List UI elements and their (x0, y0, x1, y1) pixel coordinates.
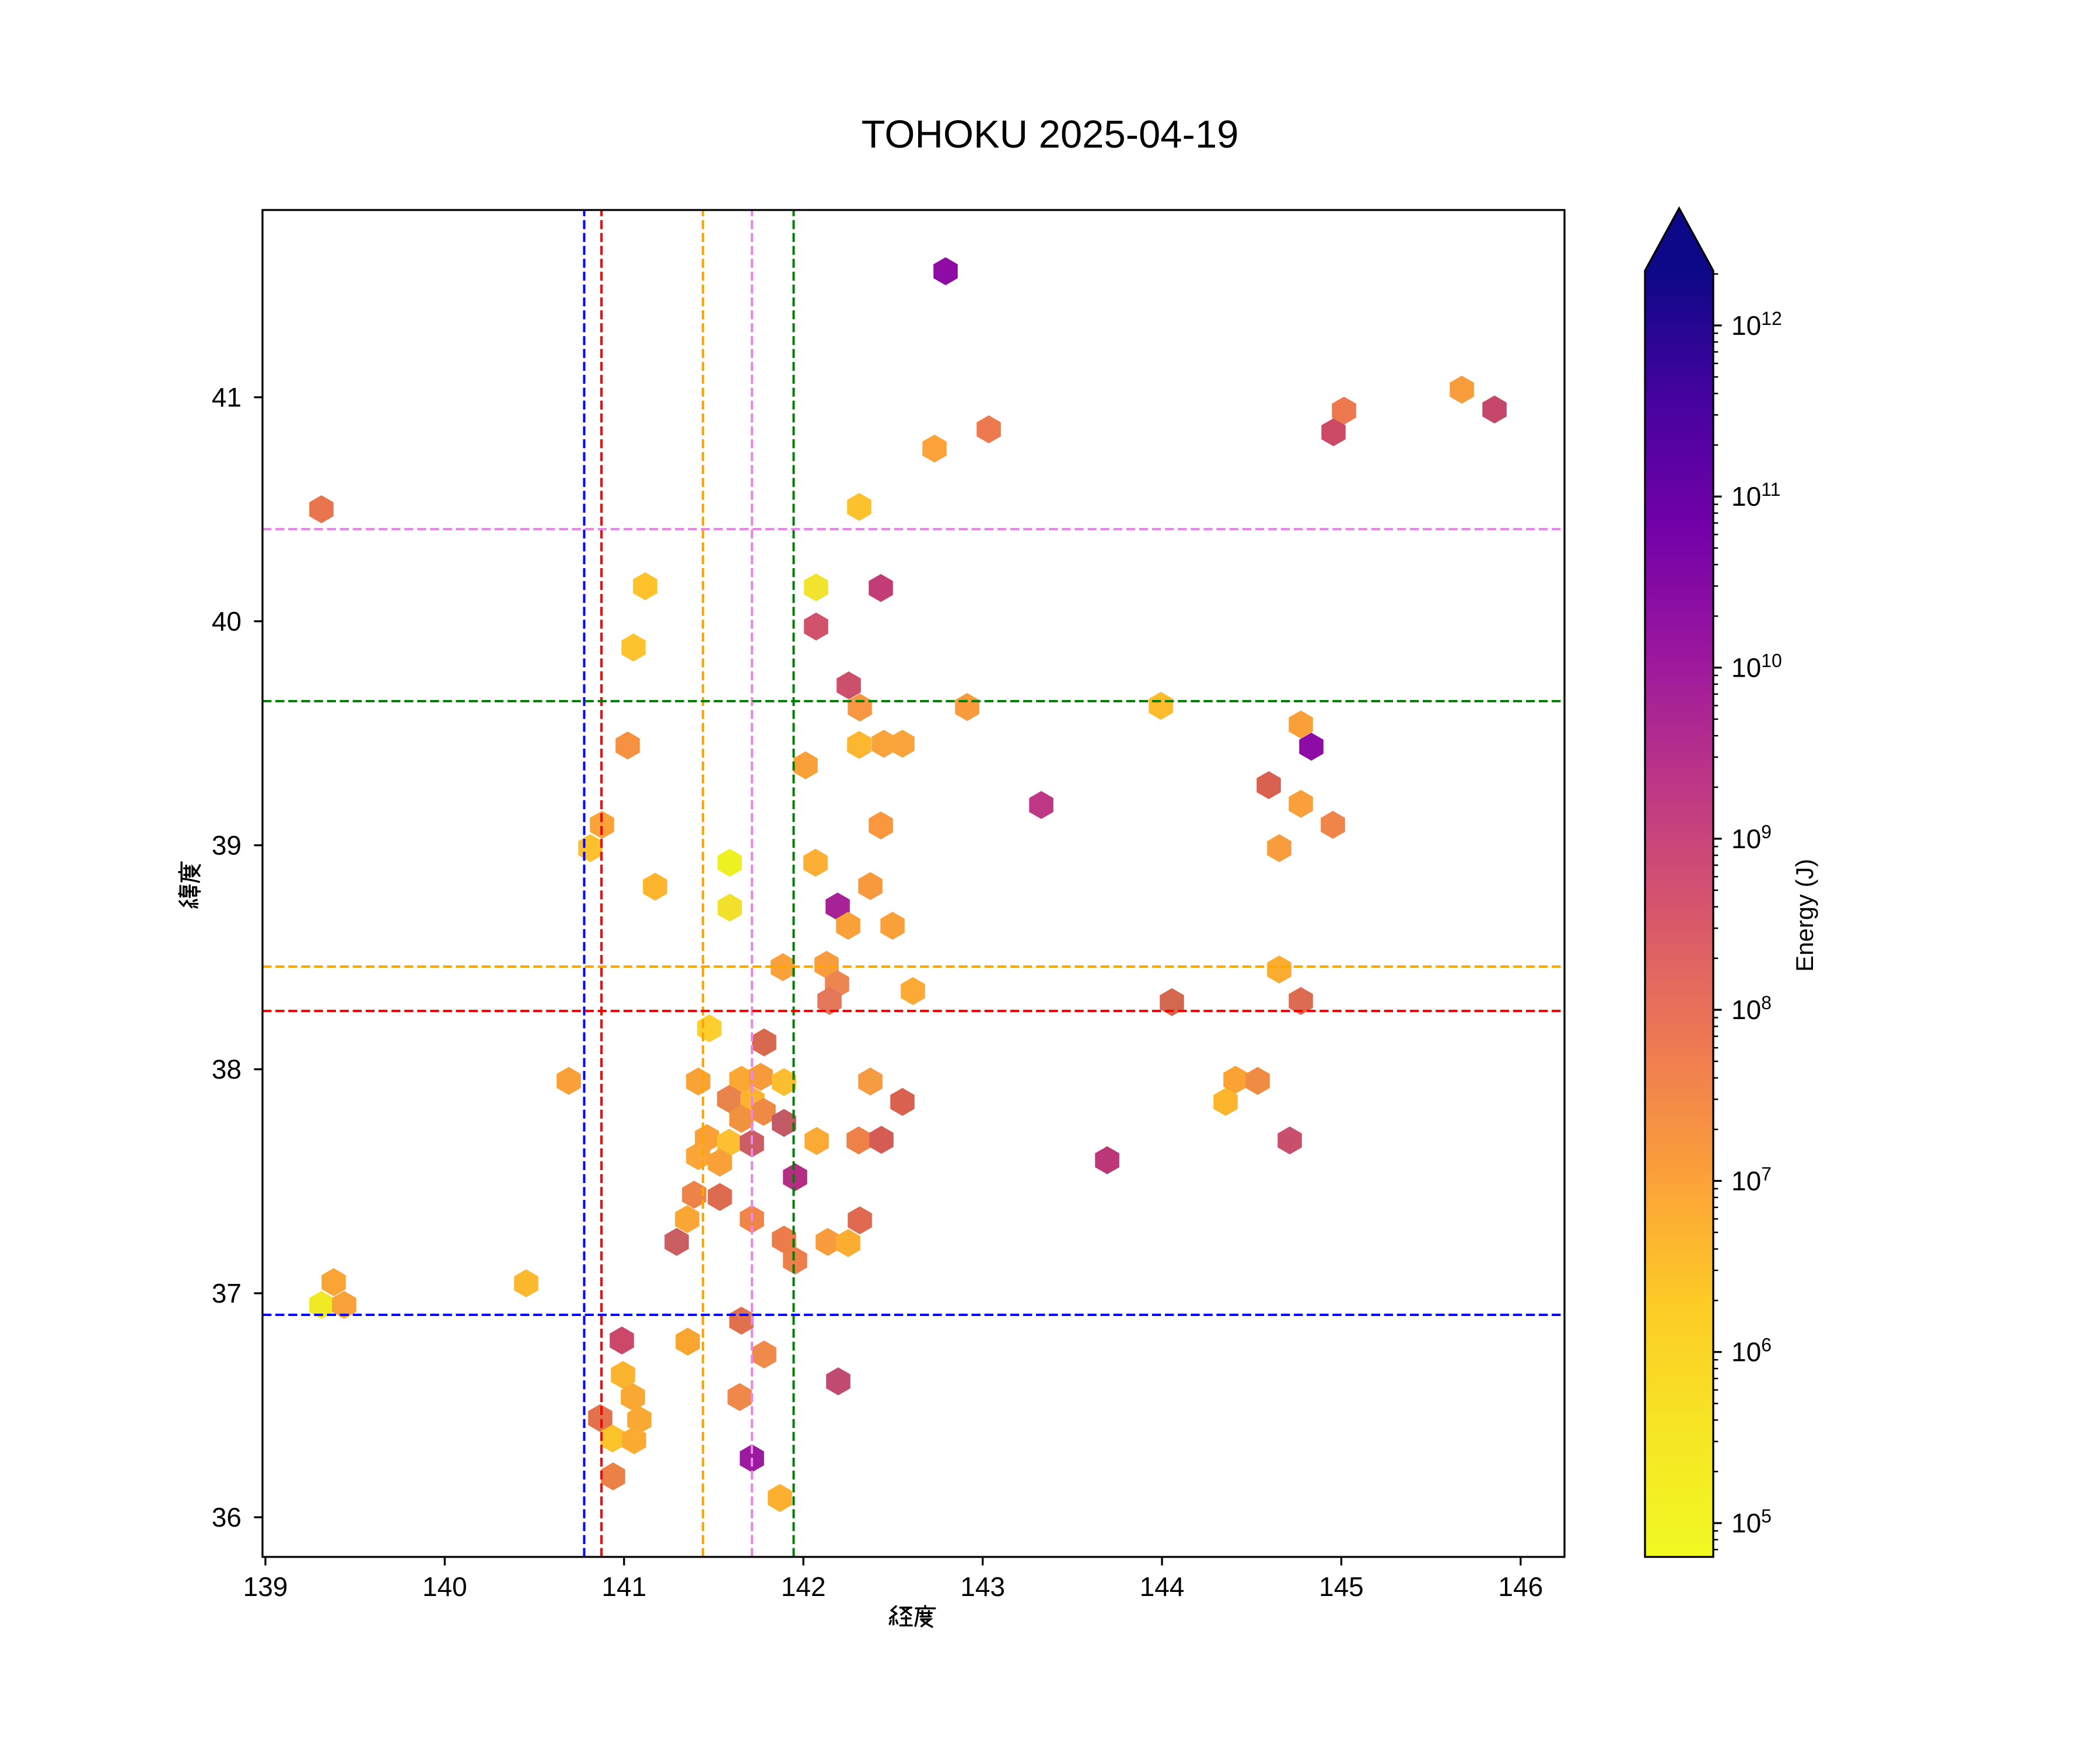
svg-text:39: 39 (212, 830, 242, 860)
svg-text:145: 145 (1319, 1572, 1364, 1602)
svg-text:38: 38 (212, 1054, 242, 1084)
svg-text:146: 146 (1498, 1572, 1543, 1602)
svg-text:1012: 1012 (1731, 308, 1782, 341)
svg-text:TOHOKU 2025-04-19: TOHOKU 2025-04-19 (862, 113, 1239, 156)
svg-text:41: 41 (212, 382, 242, 412)
svg-text:1010: 1010 (1731, 650, 1782, 683)
svg-text:140: 140 (422, 1572, 467, 1602)
svg-text:139: 139 (243, 1572, 288, 1602)
svg-text:36: 36 (212, 1502, 242, 1532)
svg-text:142: 142 (781, 1572, 826, 1602)
svg-text:106: 106 (1731, 1335, 1772, 1367)
svg-text:40: 40 (212, 606, 242, 636)
svg-text:37: 37 (212, 1278, 242, 1308)
svg-text:144: 144 (1140, 1572, 1185, 1602)
svg-text:143: 143 (960, 1572, 1005, 1602)
svg-text:141: 141 (601, 1572, 646, 1602)
svg-text:Energy (J): Energy (J) (1791, 859, 1818, 972)
